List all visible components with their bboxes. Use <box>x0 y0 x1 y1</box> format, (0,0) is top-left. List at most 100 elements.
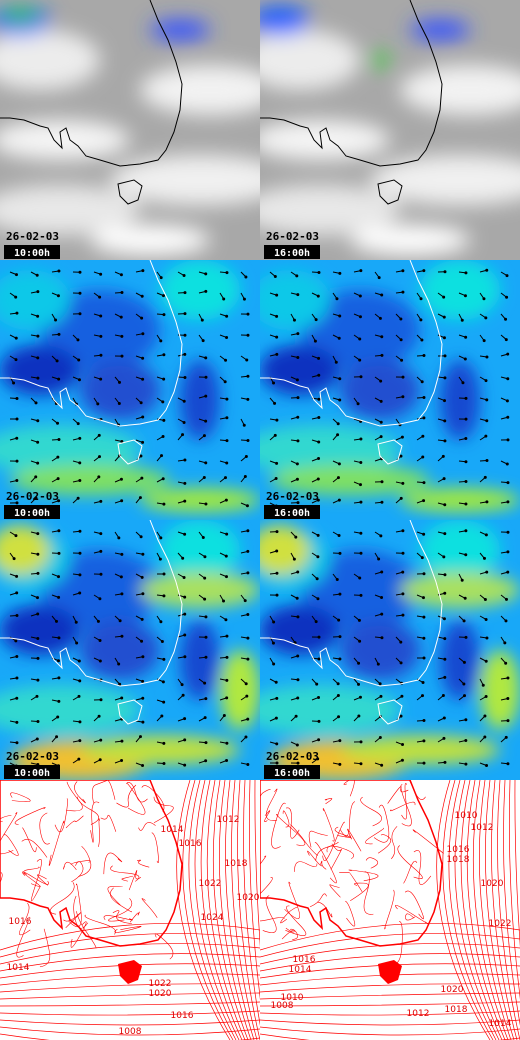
isobar <box>0 953 260 972</box>
arrow-head <box>78 679 82 683</box>
arrow-head <box>120 696 124 700</box>
arrow-head <box>464 396 468 400</box>
arrow-head <box>57 676 61 680</box>
arrow-head <box>77 694 81 698</box>
arrow-head <box>15 591 19 595</box>
arrow-head <box>464 718 468 722</box>
arrow-head <box>246 613 250 617</box>
isobar-label: 1022 <box>199 879 222 889</box>
arrow-head <box>14 336 18 340</box>
arrow-head <box>160 714 164 718</box>
arrow-head <box>464 529 468 533</box>
arrow-head <box>74 620 78 624</box>
arrow-head <box>505 295 509 299</box>
arrow-head <box>464 479 468 483</box>
arrow-head <box>78 739 82 743</box>
arrow-head <box>359 593 363 597</box>
arrow-head <box>315 577 319 581</box>
isobar <box>448 780 497 1040</box>
field-blob <box>260 30 360 90</box>
isobar <box>0 923 260 951</box>
arrow-head <box>75 641 79 645</box>
arrow-head <box>338 635 342 639</box>
wind-panel: 26-02-03 10:00h <box>0 520 260 780</box>
arrow-head <box>14 534 18 538</box>
isobar <box>23 872 41 887</box>
arrow-head <box>246 549 250 553</box>
arrow-head <box>401 290 405 294</box>
arrow-head <box>338 739 342 743</box>
arrow-head <box>15 311 19 315</box>
isobar <box>136 859 150 868</box>
arrow-head <box>275 352 279 356</box>
arrow-head <box>141 592 145 596</box>
arrow-head <box>141 679 145 683</box>
arrow-head <box>356 402 360 406</box>
arrow-head <box>182 274 186 278</box>
arrow-head <box>117 662 121 666</box>
isobar <box>0 815 12 823</box>
arrow-head <box>159 536 163 540</box>
isobar <box>260 917 285 922</box>
field-blob <box>40 290 160 370</box>
arrow-head <box>203 681 207 685</box>
arrow-head <box>78 478 82 482</box>
arrow-head <box>380 500 384 504</box>
field-blob <box>0 605 80 655</box>
arrow-head <box>36 637 40 641</box>
arrow-head <box>443 591 447 595</box>
arrow-head <box>246 571 250 575</box>
arrow-head <box>203 716 207 720</box>
background <box>0 780 260 1040</box>
arrow-head <box>358 576 362 580</box>
land-contours <box>260 780 444 964</box>
arrow-head <box>162 700 166 704</box>
arrow-head <box>120 592 124 596</box>
arrow-head <box>442 477 446 481</box>
tasmania <box>117 439 143 465</box>
arrow-head <box>158 557 162 561</box>
arrow-head <box>36 440 40 444</box>
arrow-head <box>422 636 426 640</box>
arrow-head <box>294 714 298 718</box>
arrow-head <box>78 573 82 577</box>
isobar <box>103 915 133 921</box>
arrow-head <box>56 715 60 719</box>
isobars <box>260 780 520 1040</box>
arrow-head <box>140 316 144 320</box>
arrow-head <box>183 458 187 462</box>
arrow-head <box>141 440 145 444</box>
field-blob <box>340 735 500 765</box>
arrow-head <box>180 683 184 687</box>
iso-panel: 1014101210161018102210201024101610141022… <box>0 780 260 1040</box>
time-label: 16:00h <box>274 248 310 259</box>
isobar-label: 1016 <box>171 1011 194 1021</box>
arrow-head <box>485 268 489 272</box>
arrow-head <box>57 699 61 703</box>
arrow-head <box>15 459 19 463</box>
arrow-head <box>485 458 489 462</box>
arrow-head <box>78 436 82 440</box>
arrow-head <box>401 613 405 617</box>
arrow-head <box>358 695 362 699</box>
arrow-head <box>359 762 363 766</box>
arrow-head <box>159 276 163 280</box>
arrow-head <box>485 764 489 768</box>
arrow-head <box>316 294 320 298</box>
arrow-head <box>57 551 61 555</box>
isobar-label: 1018 <box>447 855 470 865</box>
arrow-head <box>399 640 403 644</box>
isobar <box>154 933 174 960</box>
arrow-head <box>140 639 144 643</box>
isobars <box>0 780 260 1040</box>
arrow-head <box>422 481 426 485</box>
arrow-head <box>225 655 229 659</box>
arrow-head <box>400 758 404 762</box>
arrow-head <box>506 415 510 419</box>
arrow-head <box>204 635 208 639</box>
arrow-head <box>401 395 405 399</box>
arrow-head <box>204 502 208 506</box>
arrow-head <box>358 483 362 487</box>
arrow-head <box>464 502 468 506</box>
arrow-head <box>224 498 228 502</box>
